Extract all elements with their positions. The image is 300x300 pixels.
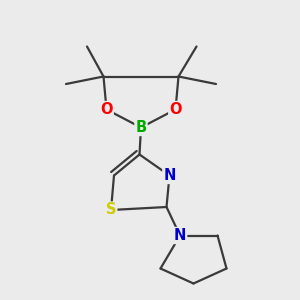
Text: O: O bbox=[100, 102, 113, 117]
Text: N: N bbox=[163, 168, 176, 183]
Text: B: B bbox=[135, 120, 147, 135]
Text: N: N bbox=[174, 228, 186, 243]
Text: S: S bbox=[106, 202, 116, 217]
Text: O: O bbox=[169, 102, 182, 117]
